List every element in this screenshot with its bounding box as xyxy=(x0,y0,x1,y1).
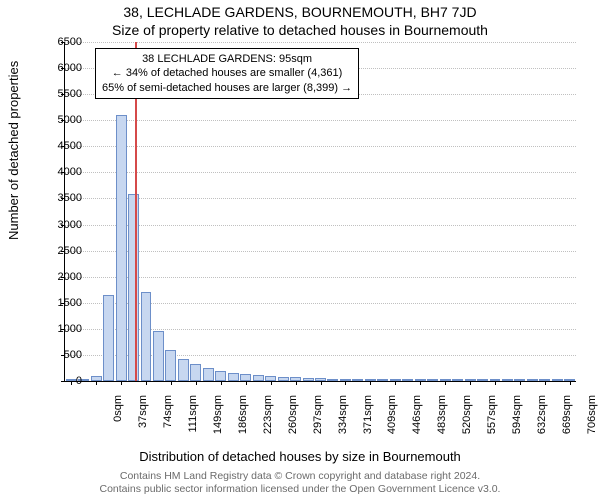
x-tick-mark xyxy=(271,381,272,385)
annotation-line: 38 LECHLADE GARDENS: 95sqm xyxy=(102,52,352,66)
x-tick-mark xyxy=(370,381,371,385)
x-tick-mark xyxy=(121,381,122,385)
bar xyxy=(228,373,239,381)
page-title-line2: Size of property relative to detached ho… xyxy=(0,22,600,38)
x-tick-label: 483sqm xyxy=(436,395,448,445)
x-tick-mark xyxy=(495,381,496,385)
bar xyxy=(477,379,488,381)
bar xyxy=(215,371,226,381)
bar xyxy=(303,378,314,381)
x-tick-mark xyxy=(470,381,471,385)
bar xyxy=(153,331,164,381)
y-tick-label: 3000 xyxy=(42,219,82,231)
bar xyxy=(402,379,413,381)
x-tick-mark xyxy=(520,381,521,385)
gridline-h xyxy=(65,277,576,278)
x-tick-label: 632sqm xyxy=(536,395,548,445)
x-tick-mark xyxy=(321,381,322,385)
y-axis-label: Number of detached properties xyxy=(6,61,21,240)
x-tick-mark xyxy=(196,381,197,385)
footer-line2: Contains public sector information licen… xyxy=(100,483,501,495)
x-tick-mark xyxy=(445,381,446,385)
x-tick-mark xyxy=(296,381,297,385)
y-tick-label: 4000 xyxy=(42,166,82,178)
y-tick-label: 2000 xyxy=(42,271,82,283)
x-tick-mark xyxy=(345,381,346,385)
annotation-line: 65% of semi-detached houses are larger (… xyxy=(102,81,352,95)
bar xyxy=(427,379,438,381)
x-tick-label: 0sqm xyxy=(112,395,124,445)
bar xyxy=(165,350,176,381)
bar xyxy=(552,379,563,381)
gridline-h xyxy=(65,198,576,199)
x-tick-mark xyxy=(171,381,172,385)
x-tick-mark xyxy=(395,381,396,385)
bar xyxy=(327,379,338,381)
x-tick-label: 260sqm xyxy=(287,395,299,445)
bar xyxy=(452,379,463,381)
x-tick-label: 111sqm xyxy=(187,395,199,445)
x-tick-label: 557sqm xyxy=(486,395,498,445)
x-tick-label: 149sqm xyxy=(212,395,224,445)
y-tick-label: 0 xyxy=(42,375,82,387)
gridline-h xyxy=(65,251,576,252)
gridline-h xyxy=(65,42,576,43)
x-tick-mark xyxy=(221,381,222,385)
y-tick-label: 5500 xyxy=(42,88,82,100)
bar xyxy=(190,364,201,381)
bar xyxy=(141,292,152,381)
page-title-line1: 38, LECHLADE GARDENS, BOURNEMOUTH, BH7 7… xyxy=(0,4,600,20)
y-tick-label: 6500 xyxy=(42,36,82,48)
x-tick-mark xyxy=(146,381,147,385)
bar xyxy=(278,377,289,381)
y-tick-label: 4500 xyxy=(42,140,82,152)
bar xyxy=(377,379,388,381)
y-tick-label: 6000 xyxy=(42,62,82,74)
x-tick-mark xyxy=(246,381,247,385)
x-tick-label: 594sqm xyxy=(511,395,523,445)
bar xyxy=(253,375,264,381)
y-tick-label: 5000 xyxy=(42,114,82,126)
x-tick-label: 186sqm xyxy=(237,395,249,445)
x-tick-mark xyxy=(420,381,421,385)
gridline-h xyxy=(65,225,576,226)
x-tick-label: 520sqm xyxy=(461,395,473,445)
footer-line1: Contains HM Land Registry data © Crown c… xyxy=(120,470,480,482)
bar xyxy=(178,359,189,381)
y-tick-label: 1500 xyxy=(42,297,82,309)
x-tick-mark xyxy=(570,381,571,385)
bar xyxy=(527,379,538,381)
annotation-line: ← 34% of detached houses are smaller (4,… xyxy=(102,66,352,80)
x-tick-label: 74sqm xyxy=(162,395,174,445)
y-tick-label: 2500 xyxy=(42,245,82,257)
x-tick-label: 409sqm xyxy=(386,395,398,445)
x-tick-label: 706sqm xyxy=(586,395,598,445)
x-axis-label: Distribution of detached houses by size … xyxy=(0,449,600,464)
bar xyxy=(116,115,127,381)
bar xyxy=(128,194,139,381)
y-tick-label: 3500 xyxy=(42,192,82,204)
y-tick-label: 500 xyxy=(42,349,82,361)
x-tick-label: 334sqm xyxy=(337,395,349,445)
gridline-h xyxy=(65,120,576,121)
x-tick-label: 371sqm xyxy=(362,395,374,445)
x-tick-label: 446sqm xyxy=(411,395,423,445)
x-tick-label: 297sqm xyxy=(312,395,324,445)
bar xyxy=(203,368,214,381)
y-tick-label: 1000 xyxy=(42,323,82,335)
footer-attribution: Contains HM Land Registry data © Crown c… xyxy=(0,470,600,496)
x-tick-label: 37sqm xyxy=(137,395,149,445)
x-tick-label: 223sqm xyxy=(262,395,274,445)
x-tick-label: 669sqm xyxy=(561,395,573,445)
x-tick-mark xyxy=(545,381,546,385)
chart-plot-area: 0sqm37sqm74sqm111sqm149sqm186sqm223sqm26… xyxy=(64,42,576,382)
gridline-h xyxy=(65,146,576,147)
bar xyxy=(103,295,114,381)
bar xyxy=(240,374,251,381)
annotation-box: 38 LECHLADE GARDENS: 95sqm← 34% of detac… xyxy=(95,48,359,99)
gridline-h xyxy=(65,172,576,173)
x-tick-mark xyxy=(96,381,97,385)
bar xyxy=(502,379,513,381)
bar xyxy=(352,379,363,381)
